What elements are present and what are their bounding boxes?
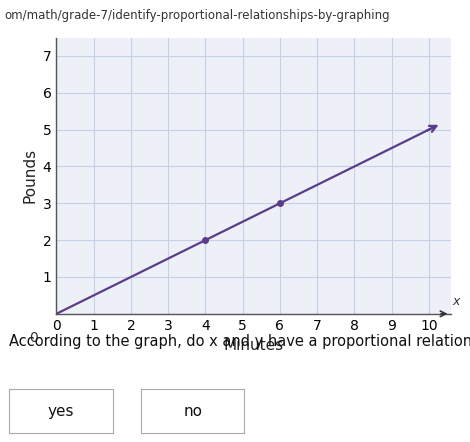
Text: yes: yes — [48, 404, 74, 419]
Y-axis label: Pounds: Pounds — [22, 148, 37, 203]
Text: no: no — [183, 404, 202, 419]
X-axis label: Minutes: Minutes — [224, 338, 284, 353]
Text: x: x — [452, 295, 459, 309]
Text: om/math/grade-7/identify-proportional-relationships-by-graphing: om/math/grade-7/identify-proportional-re… — [5, 9, 390, 22]
Text: According to the graph, do x and y have a proportional relationship?: According to the graph, do x and y have … — [9, 334, 470, 349]
Text: 0: 0 — [29, 332, 38, 346]
